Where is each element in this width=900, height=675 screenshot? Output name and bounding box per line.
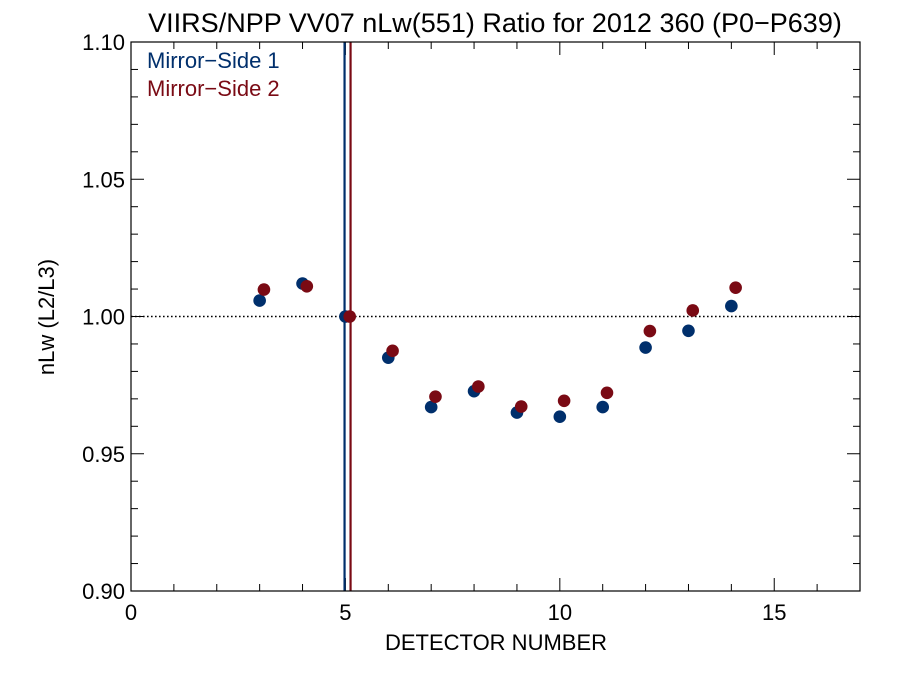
mirror-side-1-point: [639, 341, 652, 354]
mirror-side-1-point: [253, 294, 266, 307]
legend-entry-mirror-side-2: Mirror−Side 2: [147, 76, 280, 101]
y-tick-label: 1.10: [82, 30, 125, 55]
mirror-side-2-point: [686, 304, 700, 317]
x-tick-label: 10: [548, 600, 572, 625]
mirror-side-1-point: [682, 324, 695, 338]
mirror-side-2-point: [343, 310, 357, 323]
mirror-side-2-point: [729, 281, 742, 294]
mirror-side-1-point: [553, 410, 567, 423]
mirror-side-2-point: [429, 390, 442, 403]
x-axis-label: DETECTOR NUMBER: [385, 630, 607, 655]
y-tick-labels: 0.90 0.95 1.00 1.05 1.10: [82, 30, 125, 604]
chart-title: VIIRS/NPP VV07 nLw(551) Ratio for 2012 3…: [148, 8, 842, 38]
mirror-side-1-point: [596, 400, 610, 414]
mirror-side-2-point: [257, 283, 271, 296]
legend-entry-mirror-side-1: Mirror−Side 1: [147, 48, 280, 73]
y-tick-label: 1.00: [82, 305, 125, 330]
mirror-side-2-point: [643, 324, 657, 338]
y-tick-label: 1.05: [82, 167, 125, 192]
mirror-side-2-point: [386, 344, 399, 358]
x-tick-label: 15: [762, 600, 786, 625]
mirror-side-1-point: [424, 400, 438, 414]
mirror-side-2-point: [300, 280, 314, 293]
data-points: [253, 277, 742, 423]
x-tick-labels: 0 5 10 15: [125, 600, 787, 625]
x-tick-label: 5: [339, 600, 351, 625]
mirror-side-2-point: [472, 380, 485, 393]
mirror-side-1-point: [725, 299, 738, 313]
mirror-side-2-point: [600, 386, 614, 400]
legend: Mirror−Side 1 Mirror−Side 2: [147, 48, 280, 101]
x-tick-label: 0: [125, 600, 137, 625]
plot-frame: [130, 41, 861, 592]
y-tick-label: 0.90: [82, 579, 125, 604]
mirror-side-2-point: [557, 394, 571, 408]
y-axis-label: nLw (L2/L3): [34, 259, 59, 375]
y-tick-label: 0.95: [82, 442, 125, 467]
mirror-side-2-point: [514, 400, 528, 413]
